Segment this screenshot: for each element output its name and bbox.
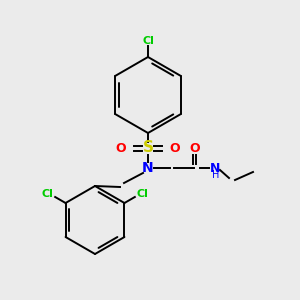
Text: H: H bbox=[212, 170, 220, 180]
Text: Cl: Cl bbox=[136, 189, 148, 199]
Text: Cl: Cl bbox=[142, 36, 154, 46]
Text: N: N bbox=[142, 161, 154, 175]
Text: S: S bbox=[142, 140, 154, 155]
Text: N: N bbox=[210, 161, 220, 175]
Text: Cl: Cl bbox=[42, 189, 54, 199]
Text: O: O bbox=[170, 142, 180, 154]
Text: O: O bbox=[190, 142, 200, 155]
Text: O: O bbox=[116, 142, 126, 154]
